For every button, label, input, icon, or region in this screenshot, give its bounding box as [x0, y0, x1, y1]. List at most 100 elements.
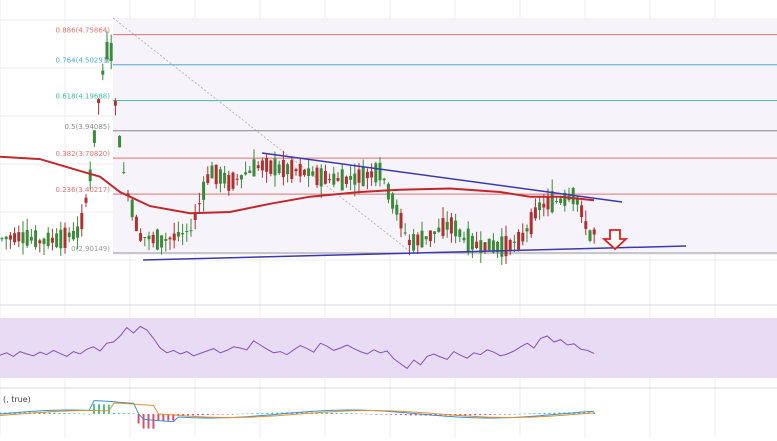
candle-body: [294, 169, 298, 172]
candle-body: [55, 233, 59, 248]
macd-histogram-bar: [484, 414, 487, 415]
candle-body: [349, 175, 353, 180]
candle-body: [391, 193, 395, 209]
macd-histogram-bar: [385, 414, 388, 415]
candle-body: [105, 41, 109, 60]
macd-histogram-bar: [137, 414, 140, 424]
macd-histogram-bar: [112, 412, 115, 414]
candle-body: [0, 238, 4, 240]
macd-histogram-bar: [271, 412, 274, 414]
macd-histogram-bar: [523, 413, 526, 415]
candle-body: [193, 212, 197, 220]
macd-histogram-bar: [390, 414, 393, 415]
candle-body: [361, 166, 365, 186]
candle-body: [542, 203, 546, 208]
oscillator-line: [0, 325, 595, 370]
macd-histogram-bar: [474, 414, 477, 416]
candle-body: [42, 238, 46, 245]
fib-level-label: 0(2.90149): [71, 245, 110, 253]
fib-level-label: 0.5(3.94085): [64, 123, 110, 131]
candle-body: [50, 237, 54, 243]
candle-body: [344, 176, 348, 185]
macd-histogram-bar: [231, 413, 234, 415]
macd-histogram-bar: [365, 413, 368, 415]
candle-body: [311, 171, 315, 176]
candle-body: [265, 157, 269, 172]
candle-body: [8, 235, 12, 240]
candle-body: [525, 228, 529, 232]
candle-body: [433, 231, 437, 235]
macd-histogram-bar: [152, 414, 155, 429]
candle-body: [470, 235, 474, 250]
candle-body: [454, 220, 458, 237]
candle-body: [113, 101, 117, 106]
fib-level-label: 0.236(3.40217): [56, 186, 111, 194]
macd-histogram-bar: [197, 414, 199, 416]
upper-trendline: [261, 152, 623, 203]
fib-level-label: 0.886(4.75864): [56, 27, 111, 35]
macd-histogram-bar: [439, 414, 442, 416]
candle-body: [496, 241, 500, 253]
macd-histogram-bar: [43, 412, 46, 414]
candle-body: [546, 196, 550, 210]
candle-body: [357, 169, 361, 183]
macd-histogram-bar: [78, 413, 81, 415]
macd-histogram-bar: [236, 413, 239, 415]
macd-histogram-bar: [211, 414, 214, 415]
candle-body: [172, 233, 176, 241]
fib-level-label: 0.382(3.70820): [56, 150, 111, 158]
macd-histogram-bar: [335, 412, 338, 414]
macd-histogram-bar: [548, 412, 551, 414]
macd-histogram-bar: [399, 414, 402, 416]
candle-body: [181, 233, 185, 235]
candle-body: [550, 191, 554, 213]
candle-body: [88, 169, 92, 182]
candle-body: [290, 160, 294, 180]
candle-body: [332, 173, 336, 185]
candle-body: [252, 159, 256, 177]
macd-histogram-bar: [58, 412, 61, 414]
candle-body: [416, 234, 420, 246]
candle-body: [475, 241, 479, 248]
candle-body: [483, 242, 487, 252]
fib-level-label: 0.618(4.19688): [56, 93, 111, 101]
macd-histogram-bar: [38, 412, 41, 414]
lower-trendline: [142, 245, 687, 261]
macd-histogram-bar: [380, 414, 383, 415]
macd-histogram-bar: [459, 414, 462, 416]
macd-histogram-bar: [330, 412, 333, 414]
candle-body: [462, 237, 466, 241]
candle-body: [323, 171, 327, 184]
macd-histogram-bar: [543, 412, 546, 414]
macd-histogram-bar: [414, 414, 417, 416]
macd-histogram-bar: [167, 414, 170, 421]
candle-body: [521, 232, 525, 242]
moving-average-line: [0, 155, 595, 215]
macd-histogram-bar: [395, 414, 397, 415]
candle-body: [529, 212, 533, 235]
candle-body: [298, 164, 302, 177]
candle-body: [403, 232, 407, 234]
candle-body: [151, 234, 155, 244]
macd-histogram-bar: [404, 414, 407, 416]
macd-histogram-bar: [216, 414, 219, 415]
macd-histogram-bar: [434, 414, 437, 416]
candle-body: [307, 168, 311, 176]
candle-body: [80, 213, 84, 229]
candle-body: [218, 169, 222, 184]
candle-body: [449, 217, 453, 234]
candle-body: [588, 230, 592, 241]
candle-body: [214, 164, 218, 185]
macd-histogram-bar: [182, 414, 185, 416]
fib-diagonal: [112, 17, 413, 254]
macd-histogram-bar: [117, 412, 120, 414]
candle-body: [399, 212, 403, 229]
candle-body: [580, 205, 584, 218]
macd-histogram-bar: [93, 404, 96, 414]
candle-body: [71, 230, 75, 240]
macd-histogram-bar: [281, 412, 284, 414]
candle-body: [437, 227, 441, 232]
macd-legend: (, true): [3, 395, 31, 404]
candle-body: [374, 163, 378, 183]
